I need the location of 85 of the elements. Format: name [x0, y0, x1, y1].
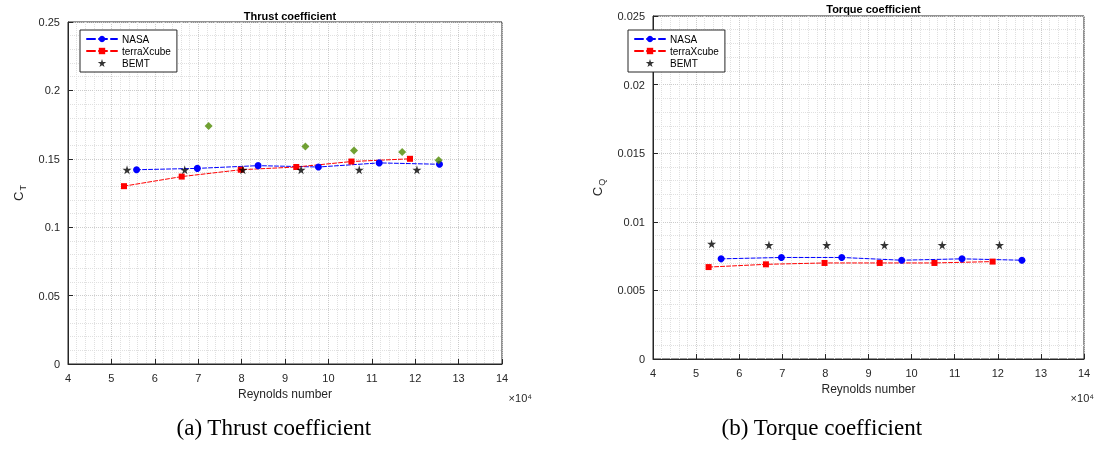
- point: [764, 240, 774, 250]
- y-tick-label: 0.1: [44, 221, 60, 234]
- chart-title: Thrust coefficient: [243, 9, 337, 22]
- x-tick-label: 10: [322, 371, 335, 384]
- x-tick-label: 14: [1077, 366, 1091, 379]
- x-tick-label: 13: [452, 371, 465, 384]
- point: [762, 261, 769, 268]
- point: [898, 256, 906, 264]
- x-tick-label: 11: [366, 371, 378, 384]
- point: [180, 165, 190, 175]
- point: [822, 240, 832, 250]
- point: [375, 159, 383, 167]
- legend-label: NASA: [122, 33, 150, 45]
- x-axis-title: Reynolds number: [821, 381, 916, 396]
- x-axis-title: Reynolds number: [237, 386, 333, 401]
- point: [350, 146, 359, 155]
- legend-label: BEMT: [122, 57, 150, 69]
- point: [821, 259, 828, 266]
- legend-label: BEMT: [670, 57, 698, 69]
- x-tick-label: 14: [495, 371, 509, 384]
- point: [707, 239, 717, 249]
- point: [293, 164, 300, 171]
- point: [348, 158, 355, 165]
- y-tick-label: 0.05: [38, 289, 60, 302]
- point: [254, 162, 262, 170]
- y-tick-label: 0.015: [617, 147, 645, 160]
- x-tick-label: 8: [822, 366, 829, 379]
- y-tick-label: 0.15: [38, 152, 60, 165]
- point: [705, 264, 712, 271]
- point: [314, 163, 322, 171]
- point: [178, 173, 185, 180]
- y-tick-label: 0: [638, 353, 645, 365]
- x-tick-label: 6: [736, 366, 743, 379]
- point: [777, 253, 785, 261]
- x-tick-label: 7: [779, 366, 786, 379]
- point: [937, 240, 947, 250]
- chart-title: Torque coefficient: [826, 2, 922, 15]
- point: [876, 259, 883, 266]
- point: [717, 255, 725, 263]
- point: [434, 156, 443, 165]
- point: [193, 164, 201, 172]
- x-tick-label: 12: [409, 371, 422, 384]
- text: (a) Thrust coefficient: [176, 415, 372, 440]
- x-tick-label: 9: [281, 371, 289, 384]
- y-tick-label: 0.02: [623, 78, 645, 91]
- point: [931, 259, 938, 266]
- point: [398, 147, 407, 156]
- point: [301, 142, 310, 151]
- legend-label: terraXcube: [670, 45, 720, 57]
- y-tick-label: 0.005: [617, 284, 645, 297]
- y-tick-label: 0.25: [38, 16, 60, 28]
- point: [995, 240, 1005, 250]
- legend-label: NASA: [670, 33, 698, 45]
- text: ×10⁴: [1070, 391, 1095, 404]
- y-tick-label: 0.01: [623, 215, 645, 228]
- x-tick-label: 5: [108, 371, 115, 384]
- point: [296, 165, 306, 175]
- point: [133, 166, 141, 174]
- y-tick-label: 0: [53, 358, 60, 370]
- x-tick-label: 7: [195, 371, 202, 384]
- x-tick-label: 5: [693, 366, 700, 379]
- x-tick-label: 11: [948, 366, 961, 379]
- x-tick-label: 4: [649, 366, 657, 379]
- point: [120, 183, 127, 190]
- point: [406, 155, 413, 162]
- x-tick-label: 8: [238, 371, 245, 384]
- point: [204, 121, 213, 130]
- y-axis-title: CT: [11, 184, 29, 201]
- x-tick-label: 6: [151, 371, 158, 384]
- point: [838, 253, 846, 261]
- legend-label: terraXcube: [122, 45, 172, 57]
- point: [989, 258, 996, 265]
- point: [1018, 256, 1026, 264]
- point: [238, 165, 248, 175]
- text: (b) Torque coefficient: [721, 415, 923, 440]
- x-tick-label: 10: [905, 366, 918, 379]
- x-tick-label: 13: [1034, 366, 1048, 379]
- y-tick-label: 0.2: [44, 84, 60, 97]
- x-tick-label: 4: [64, 371, 72, 384]
- text: ×10⁴: [508, 391, 533, 404]
- point: [879, 240, 889, 250]
- y-tick-label: 0.025: [617, 10, 645, 22]
- x-tick-label: 12: [991, 366, 1004, 379]
- x-tick-label: 9: [865, 366, 872, 379]
- y-axis-title: CQ: [590, 178, 608, 197]
